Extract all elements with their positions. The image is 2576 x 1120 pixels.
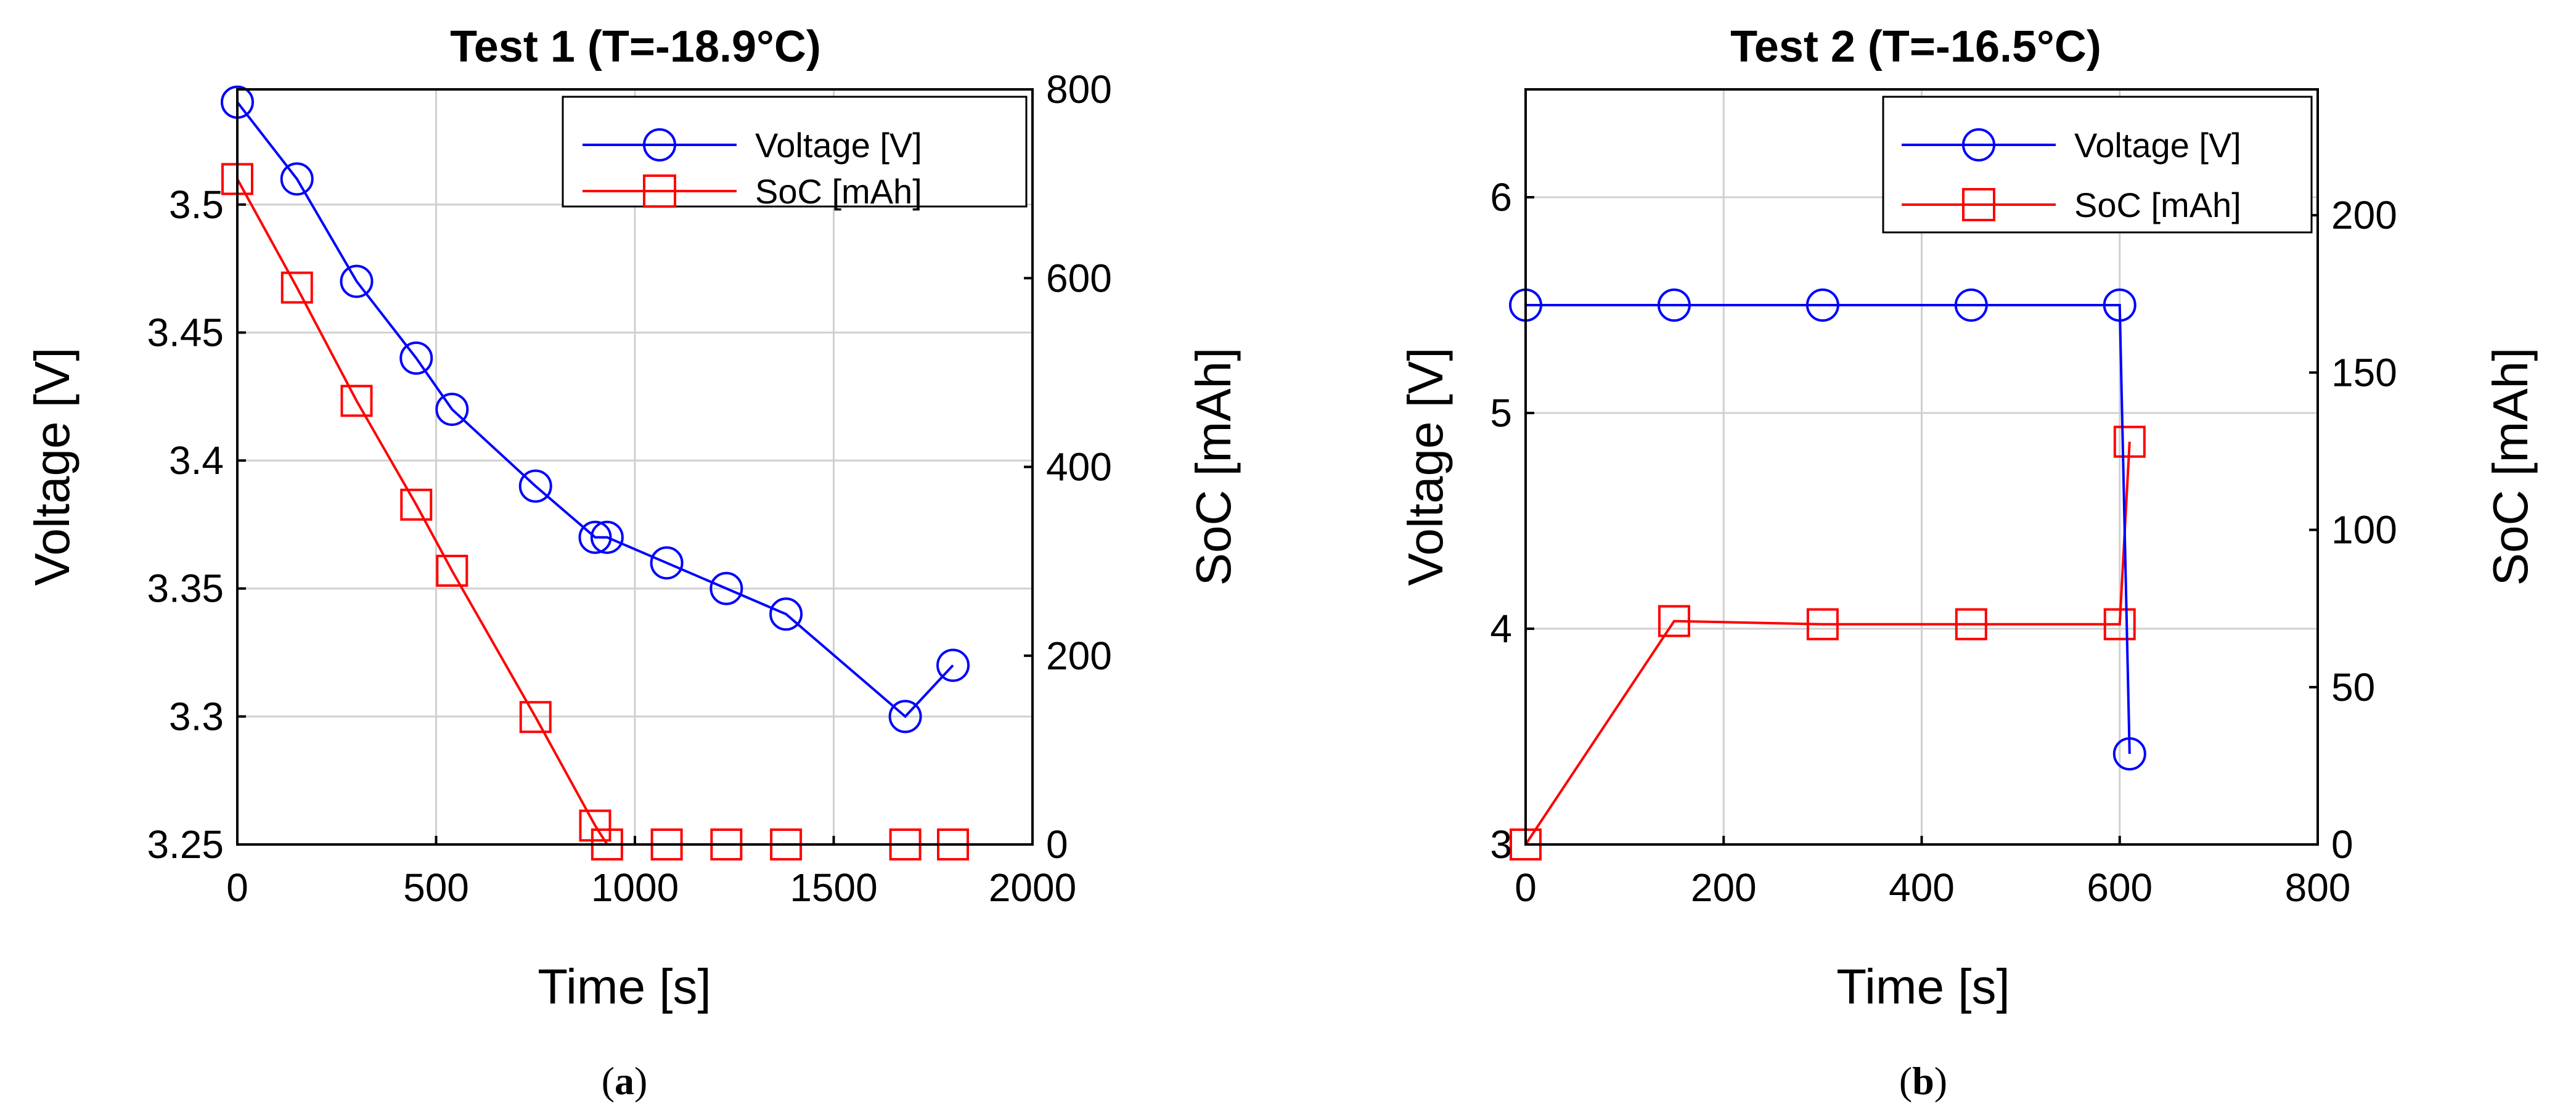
chart-b-title: Test 2 (T=-16.5°C) (1730, 22, 2101, 72)
chart-a-voltage-point (578, 520, 612, 554)
chart-a-title: Test 1 (T=-18.9°C) (450, 22, 821, 72)
chart-a-legend-voltage-label: Voltage [V] (755, 126, 922, 165)
chart-b-y2-tick-label: 50 (2331, 665, 2375, 709)
chart-b-x-tick-label: 600 (2087, 865, 2153, 910)
chart-a-y2-ticks: 0 200 400 600 800 (1024, 67, 1112, 867)
chart-b-y-tick-label: 3 (1490, 822, 1512, 867)
chart-a-y-tick-label: 3.35 (147, 566, 224, 611)
chart-b-soc-point (1955, 608, 1987, 640)
chart-a-y2-tick-label: 200 (1046, 634, 1112, 678)
chart-b-legend-soc-marker (1962, 188, 1995, 221)
chart-a-voltage-point (888, 700, 922, 734)
chart-a-legend-soc-marker (643, 174, 676, 208)
chart-b-y2-tick-label: 0 (2331, 822, 2353, 867)
chart-a-y2-tick-label: 800 (1046, 67, 1112, 112)
chart-a-legend-voltage-marker (643, 128, 676, 161)
chart-a-x-tick-label: 0 (226, 865, 248, 910)
caption-a: (a) (602, 1059, 648, 1103)
chart-b-y2-ticks: 0 50 100 150 200 (2309, 193, 2397, 867)
chart-b-y-tick-label: 4 (1490, 607, 1512, 651)
chart-b-soc-point (1658, 605, 1690, 637)
chart-a: Test 1 (T=-18.9°C) 0 500 1000 1500 2000 3.25… (25, 22, 1241, 1014)
chart-b-y2-tick-label: 200 (2331, 193, 2397, 237)
chart-a-y-tick-label: 3.45 (147, 310, 224, 354)
chart-b-series (1509, 288, 2146, 860)
chart-a-x-tick-label: 1500 (790, 865, 877, 910)
chart-b-y2-tick-label: 150 (2331, 350, 2397, 394)
chart-a-soc-point (400, 488, 433, 521)
chart-b-soc-point (2113, 425, 2146, 458)
chart-a-x-label: Time [s] (538, 959, 711, 1014)
chart-b-voltage-point (1657, 288, 1691, 322)
chart-a-soc-line (236, 178, 953, 846)
chart-a-y-tick-label: 3.25 (147, 822, 224, 867)
chart-a-soc-point (519, 701, 552, 734)
chart-b-voltage-point (1805, 288, 1839, 322)
chart-a-voltage-point (709, 571, 743, 605)
chart-a-x-ticks: 0 500 1000 1500 2000 (226, 836, 1076, 910)
chart-b-legend-box (1882, 96, 2313, 234)
chart-a-voltage-point (340, 264, 374, 298)
chart-a-voltage-point (590, 520, 624, 554)
chart-b-y2-tick-label: 100 (2331, 508, 2397, 552)
chart-a-voltage-point (280, 162, 314, 196)
chart-a-y2-label: SoC [mAh] (1186, 348, 1241, 586)
chart-a-x-tick-label: 1000 (591, 865, 679, 910)
chart-b-x-tick-label: 0 (1515, 865, 1537, 910)
chart-b-y-tick-label: 6 (1490, 175, 1512, 219)
chart-b-y-tick-label: 5 (1490, 391, 1512, 435)
chart-b: Test 2 (T=-16.5°C) 0 200 400 600 800 3 4 5 6 0 5… (1398, 22, 2538, 1014)
chart-a-y-tick-label: 3.4 (169, 438, 224, 483)
chart-a-grid (237, 89, 1032, 844)
chart-b-legend-voltage-label: Voltage [V] (2074, 126, 2241, 165)
chart-a-y-tick-label: 3.5 (169, 182, 224, 227)
chart-b-soc-line (1524, 441, 2131, 846)
chart-b-soc-point (1806, 608, 1839, 640)
chart-a-voltage-point (769, 597, 803, 631)
chart-a-voltage-point (435, 393, 469, 427)
chart-b-voltage-line (1526, 304, 2131, 754)
chart-b-legend: Voltage [V] SoC [mAh] (1882, 96, 2313, 234)
chart-a-legend-soc-label: SoC [mAh] (755, 172, 922, 211)
caption-a-letter: a (615, 1059, 634, 1103)
chart-a-y-tick-label: 3.3 (169, 694, 224, 738)
chart-b-voltage-point (1954, 288, 1988, 322)
chart-a-voltage-point (518, 469, 552, 503)
chart-a-soc-point (579, 809, 611, 842)
chart-b-x-label: Time [s] (1836, 959, 2010, 1014)
chart-a-y2-tick-label: 0 (1046, 822, 1068, 867)
chart-b-voltage-point (2103, 288, 2136, 322)
chart-a-x-tick-label: 2000 (989, 865, 1076, 910)
chart-a-voltage-point (399, 341, 433, 375)
chart-a-voltage-line (236, 101, 954, 719)
chart-a-voltage-point (936, 648, 970, 682)
chart-a-soc-point (280, 271, 313, 304)
chart-b-x-tick-label: 800 (2285, 865, 2351, 910)
chart-a-y-ticks: 3.25 3.3 3.35 3.4 3.45 3.5 (147, 182, 246, 867)
chart-b-y2-label: SoC [mAh] (2483, 348, 2538, 586)
chart-b-legend-voltage-marker (1962, 128, 1995, 161)
chart-b-soc-point (2103, 608, 2136, 640)
chart-a-y2-tick-label: 600 (1046, 256, 1112, 300)
caption-b: (b) (1899, 1059, 1947, 1103)
chart-a-legend: Voltage [V] SoC [mAh] (562, 96, 1028, 211)
chart-b-voltage-point (2112, 737, 2146, 771)
chart-a-soc-point (436, 554, 468, 587)
caption-b-letter: b (1912, 1059, 1934, 1103)
chart-a-y2-tick-label: 400 (1046, 445, 1112, 489)
chart-a-x-tick-label: 500 (403, 865, 469, 910)
chart-b-x-tick-label: 400 (1889, 865, 1955, 910)
chart-b-y-ticks: 3 4 5 6 (1490, 175, 1534, 867)
chart-b-x-tick-label: 200 (1691, 865, 1757, 910)
chart-a-y-label: Voltage [V] (25, 348, 80, 586)
chart-a-soc-point (340, 385, 373, 417)
chart-a-legend-box (562, 96, 1028, 208)
chart-a-voltage-point (650, 546, 684, 580)
chart-b-x-ticks: 0 200 400 600 800 (1515, 836, 2350, 910)
chart-b-legend-soc-label: SoC [mAh] (2074, 186, 2241, 224)
chart-b-y-label: Voltage [V] (1398, 348, 1453, 586)
